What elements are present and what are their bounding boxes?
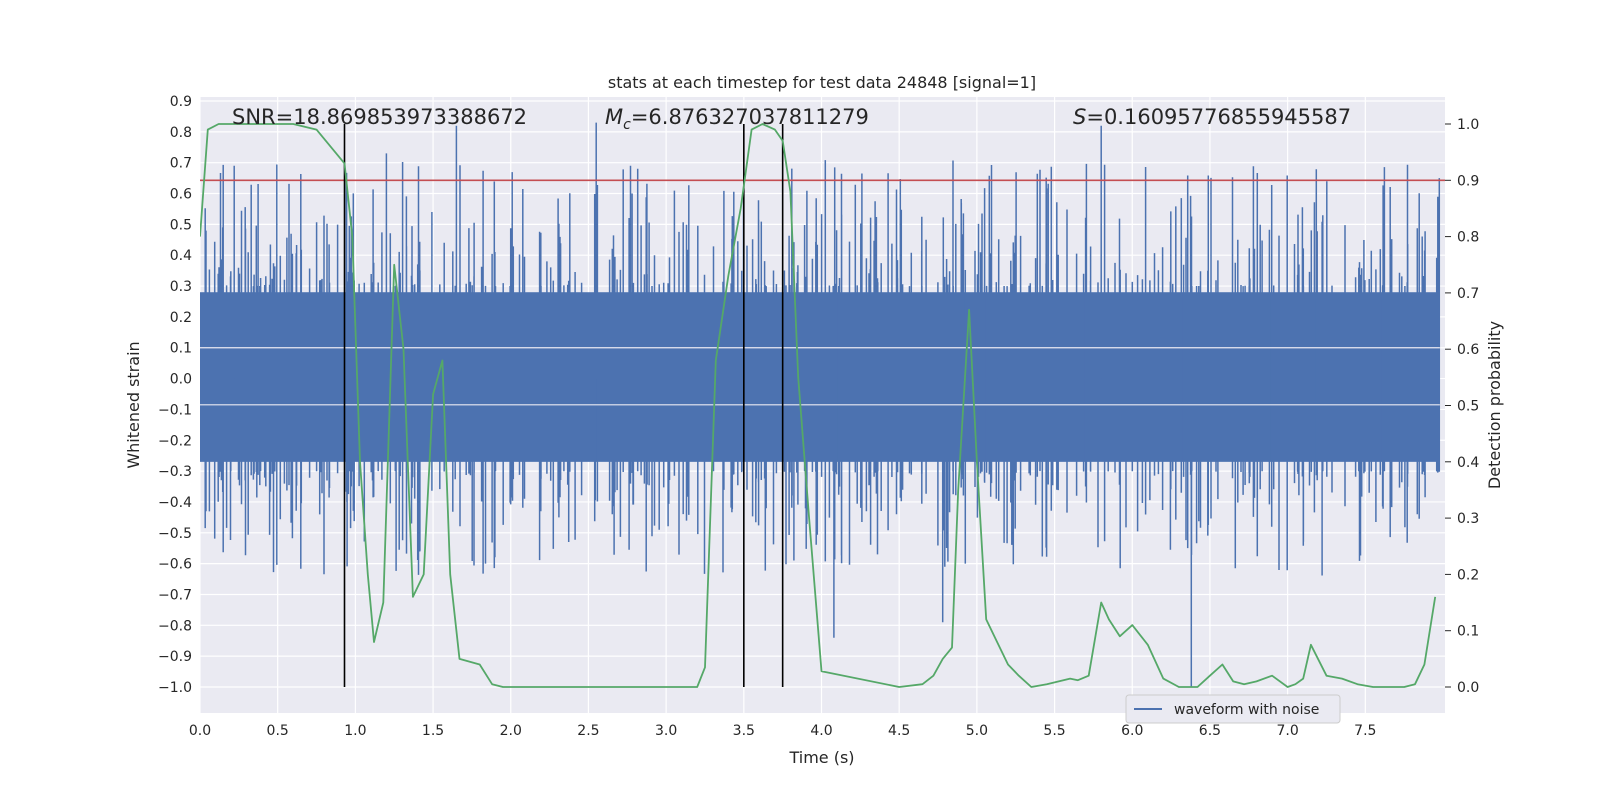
x-tick-label: 3.5 <box>733 723 755 739</box>
x-tick-label: 1.5 <box>422 723 444 739</box>
y2-tick-label: 0.1 <box>1457 624 1479 640</box>
x-tick-label: 6.0 <box>1121 723 1143 739</box>
y-tick-label: 0.1 <box>170 341 192 357</box>
y2-tick-label: 0.9 <box>1457 173 1479 189</box>
x-axis-label: Time (s) <box>788 748 854 767</box>
y-tick-label: 0.8 <box>170 125 192 141</box>
score-value: =0.16095776855945587 <box>1086 105 1351 129</box>
y2-tick-label: 0.4 <box>1457 455 1479 471</box>
y-tick-label: −0.3 <box>158 464 192 480</box>
y-tick-label: −0.1 <box>158 402 192 418</box>
x-tick-label: 2.0 <box>500 723 522 739</box>
y-tick-label: 0.2 <box>170 310 192 326</box>
x-tick-label: 1.0 <box>344 723 366 739</box>
y-tick-label: 0.6 <box>170 187 192 203</box>
score-annotation: S=0.16095776855945587 <box>1073 105 1351 129</box>
y-tick-label: −0.4 <box>158 495 192 511</box>
x-axis-ticks: 0.0 0.5 1.0 1.5 2.0 2.5 3.0 3.5 4.0 4.5 5.0 5.5 6.0 6… <box>189 723 1377 739</box>
y-tick-label: −0.5 <box>158 526 192 542</box>
y2-axis-ticks: 1.0 0.9 0.8 0.7 0.6 0.5 0.4 0.3 0.2 0.1 0.0 <box>1445 117 1479 696</box>
y2-axis-label: Detection probability <box>1485 321 1504 489</box>
y2-tick-label: 0.6 <box>1457 342 1479 358</box>
y2-tick-label: 1.0 <box>1457 117 1479 133</box>
y2-tick-label: 0.7 <box>1457 286 1479 302</box>
legend: waveform with noise <box>1126 695 1340 723</box>
y2-tick-label: 0.8 <box>1457 230 1479 246</box>
y-tick-label: 0.7 <box>170 156 192 172</box>
x-tick-label: 3.0 <box>655 723 677 739</box>
legend-label: waveform with noise <box>1174 702 1319 718</box>
y-tick-label: 0.0 <box>170 372 192 388</box>
x-tick-label: 4.0 <box>810 723 832 739</box>
y2-tick-label: 0.2 <box>1457 567 1479 583</box>
y2-tick-label: 0.5 <box>1457 399 1479 415</box>
y-axis-label: Whitened strain <box>124 341 143 468</box>
y-axis-ticks: 0.9 0.8 0.7 0.6 0.5 0.4 0.3 0.2 0.1 0.0 −0.1 −0.2 −0… <box>158 94 192 696</box>
x-tick-label: 5.0 <box>966 723 988 739</box>
y-tick-label: 0.3 <box>170 279 192 295</box>
y-tick-label: 0.4 <box>170 248 192 264</box>
x-tick-label: 4.5 <box>888 723 910 739</box>
chirp-mass-value: =6.876327037811279 <box>631 105 869 129</box>
snr-annotation: SNR=18.869853973388672 <box>232 105 527 129</box>
x-tick-label: 0.5 <box>267 723 289 739</box>
y-tick-label: −0.8 <box>158 618 192 634</box>
y-tick-label: 0.9 <box>170 94 192 110</box>
chart-title: stats at each timestep for test data 248… <box>608 73 1036 92</box>
chirp-mass-symbol: M <box>605 105 623 129</box>
y2-tick-label: 0.3 <box>1457 511 1479 527</box>
y-tick-label: −1.0 <box>158 680 192 696</box>
x-tick-label: 6.5 <box>1199 723 1221 739</box>
x-tick-label: 5.5 <box>1043 723 1065 739</box>
chirp-mass-annotation: Mc=6.876327037811279 <box>605 105 869 133</box>
y-tick-label: 0.5 <box>170 217 192 233</box>
x-tick-label: 7.5 <box>1354 723 1376 739</box>
chart-figure: 0.9 0.8 0.7 0.6 0.5 0.4 0.3 0.2 0.1 0.0 −0.1 −0.2 −0… <box>0 0 1600 800</box>
y2-tick-label: 0.0 <box>1457 680 1479 696</box>
score-symbol: S <box>1073 105 1086 129</box>
y-tick-label: −0.9 <box>158 649 192 665</box>
y-tick-label: −0.7 <box>158 587 192 603</box>
y-tick-label: −0.2 <box>158 433 192 449</box>
x-tick-label: 2.5 <box>577 723 599 739</box>
x-tick-label: 7.0 <box>1276 723 1298 739</box>
y-tick-label: −0.6 <box>158 557 192 573</box>
x-tick-label: 0.0 <box>189 723 211 739</box>
